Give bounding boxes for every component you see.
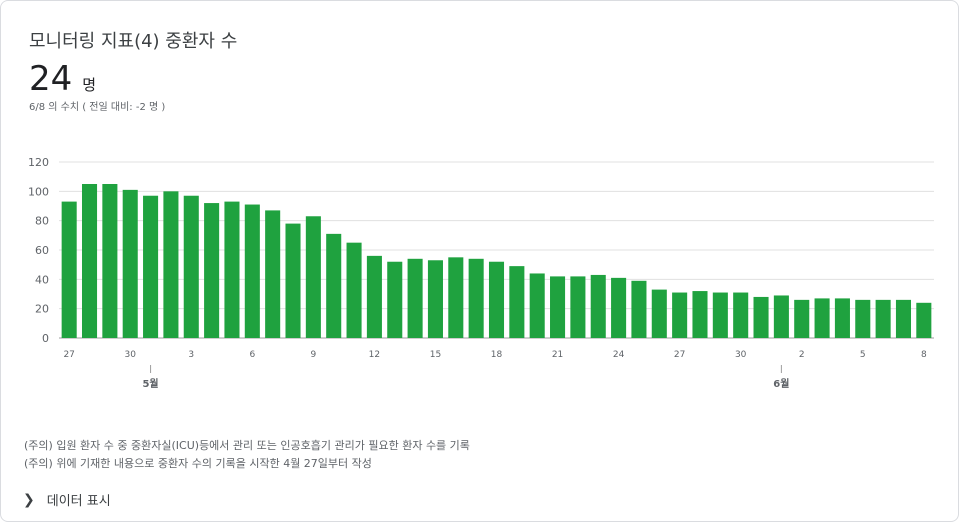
x-tick-label: 2 bbox=[799, 350, 805, 360]
x-tick-label: 27 bbox=[674, 350, 685, 360]
bar bbox=[672, 292, 688, 338]
bar bbox=[733, 292, 749, 338]
y-tick-label: 60 bbox=[35, 244, 49, 257]
x-tick-label: 5 bbox=[860, 350, 866, 360]
x-tick-label: 9 bbox=[310, 350, 316, 360]
x-tick-label: 30 bbox=[735, 350, 747, 360]
x-tick-label: 30 bbox=[124, 350, 136, 360]
bar bbox=[468, 258, 484, 338]
notes: (주의) 입원 환자 수 중 중환자실(ICU)등에서 관리 또는 인공호흡기 … bbox=[24, 437, 470, 473]
bar bbox=[265, 210, 281, 338]
x-tick-label: 3 bbox=[188, 350, 194, 360]
bar bbox=[407, 258, 423, 338]
bar bbox=[183, 195, 199, 338]
bar bbox=[366, 255, 382, 338]
bar-chart: 0 20 40 60 80 100 120 27 30 3 6 9 12 15 18 21 24 27 30 2 5 8 5… bbox=[28, 156, 934, 390]
bar bbox=[570, 276, 586, 338]
bar bbox=[794, 299, 810, 338]
bar bbox=[224, 201, 240, 338]
note-line: (주의) 입원 환자 수 중 중환자실(ICU)등에서 관리 또는 인공호흡기 … bbox=[24, 439, 470, 452]
month-label: 5월 bbox=[142, 378, 158, 390]
bar bbox=[692, 291, 708, 338]
bar bbox=[916, 302, 932, 338]
y-tick-label: 20 bbox=[35, 303, 49, 316]
x-tick-label: 21 bbox=[552, 350, 563, 360]
value-subtitle: 6/8 의 수치 ( 전일 대비: -2 명 ) bbox=[29, 102, 166, 113]
bar bbox=[611, 277, 627, 338]
y-tick-label: 100 bbox=[28, 185, 49, 198]
bar bbox=[61, 201, 77, 338]
bar bbox=[855, 299, 871, 338]
bar bbox=[651, 289, 667, 338]
bar bbox=[875, 299, 891, 338]
bar bbox=[550, 276, 566, 338]
bar bbox=[529, 273, 545, 338]
bar bbox=[814, 298, 830, 338]
bar bbox=[488, 261, 505, 338]
bar bbox=[305, 216, 321, 338]
bar bbox=[346, 242, 362, 338]
x-tick-label: 24 bbox=[613, 350, 625, 360]
bar bbox=[122, 189, 138, 338]
bar bbox=[102, 184, 118, 338]
x-tick-label: 15 bbox=[430, 350, 441, 360]
bar bbox=[204, 203, 220, 338]
bar bbox=[143, 195, 159, 338]
x-tick-label: 27 bbox=[63, 350, 74, 360]
bar bbox=[773, 295, 789, 338]
current-value-unit: 명 bbox=[82, 76, 97, 94]
y-tick-label: 120 bbox=[28, 156, 49, 169]
current-value-number: 24 bbox=[29, 59, 73, 99]
bar bbox=[326, 233, 342, 338]
month-label: 6월 bbox=[773, 378, 789, 390]
bar bbox=[163, 191, 179, 338]
x-tick-label: 6 bbox=[249, 350, 255, 360]
bar bbox=[285, 223, 301, 338]
bar bbox=[387, 261, 403, 338]
y-tick-label: 0 bbox=[42, 332, 49, 345]
x-tick-label: 12 bbox=[369, 350, 380, 360]
bar bbox=[834, 298, 850, 338]
y-tick-label: 80 bbox=[35, 215, 49, 228]
bar bbox=[895, 299, 912, 338]
bar bbox=[631, 280, 647, 338]
bar bbox=[590, 274, 606, 338]
bar bbox=[81, 184, 98, 338]
bar bbox=[712, 292, 728, 338]
x-tick-label: 8 bbox=[921, 350, 927, 360]
bar bbox=[753, 296, 769, 338]
y-tick-label: 40 bbox=[35, 273, 49, 286]
bar bbox=[244, 204, 260, 338]
current-value: 24 명 bbox=[29, 59, 96, 99]
x-tick-label: 18 bbox=[491, 350, 503, 360]
note-line: (주의) 위에 기재한 내용으로 중환자 수의 기록을 시작한 4월 27일부터… bbox=[24, 457, 372, 470]
page-title: 모니터링 지표(4) 중환자 수 bbox=[29, 31, 238, 52]
bar bbox=[427, 260, 443, 338]
bar bbox=[448, 257, 464, 338]
bar bbox=[509, 266, 525, 338]
